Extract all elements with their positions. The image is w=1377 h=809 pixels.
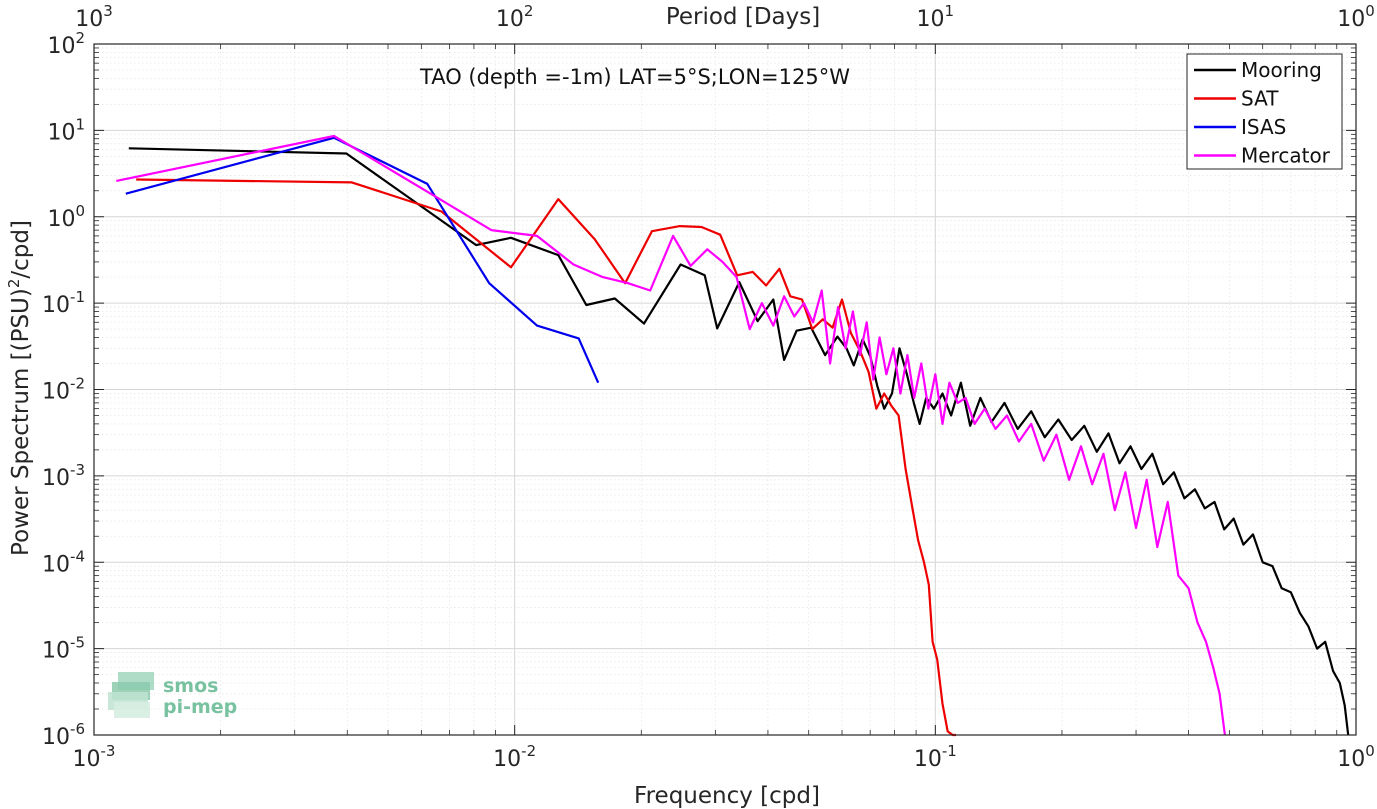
y-axis-label-unit: /cpd] xyxy=(8,220,34,279)
series-line-isas xyxy=(125,136,600,384)
x-tick-label: 10-2 xyxy=(493,742,536,772)
y-tick-label-exp: -4 xyxy=(70,547,85,565)
y-tick-label: 10-3 xyxy=(42,461,85,491)
y-tick-label-exp: -3 xyxy=(70,461,85,479)
x-tick-label-base: 10 xyxy=(73,747,101,772)
legend-box xyxy=(1186,53,1343,170)
series-line-sat xyxy=(136,178,956,737)
y-tick-label: 10-4 xyxy=(42,547,85,577)
x-tick-label-exp: -3 xyxy=(101,742,116,760)
y-tick-label: 10-6 xyxy=(42,720,85,750)
y-tick-label: 102 xyxy=(47,29,85,59)
legend-label-mooring: Mooring xyxy=(1241,58,1322,82)
logo-text-pi-mep: pi-mep xyxy=(163,696,237,718)
y-tick-label-base: 10 xyxy=(42,380,70,405)
y-tick-label: 101 xyxy=(47,115,85,145)
y-tick-label-base: 10 xyxy=(42,725,70,750)
top-tick-label-base: 10 xyxy=(496,7,524,32)
y-tick-label-base: 10 xyxy=(47,207,75,232)
y-tick-label: 10-1 xyxy=(42,288,85,318)
top-tick-label: 102 xyxy=(496,2,534,32)
x-tick-label: 100 xyxy=(1337,742,1375,772)
top-tick-label: 100 xyxy=(1337,2,1375,32)
chart-title: TAO (depth =-1m) LAT=5°S;LON=125°W xyxy=(419,65,850,89)
y-tick-label-exp: 2 xyxy=(75,29,85,47)
y-tick-label-base: 10 xyxy=(42,639,70,664)
x-tick-label: 10-1 xyxy=(914,742,957,772)
legend-label-mercator: Mercator xyxy=(1241,144,1331,168)
x-tick-label-exp: -1 xyxy=(942,742,957,760)
smos-pi-mep-logo: smos pi-mep xyxy=(108,672,237,718)
x-tick-label-exp: -2 xyxy=(521,742,536,760)
y-tick-label-exp: 1 xyxy=(75,115,85,133)
y-tick-label-exp: -6 xyxy=(70,720,85,738)
legend: Mooring SAT ISAS Mercator xyxy=(1186,53,1343,170)
top-tick-label: 103 xyxy=(75,2,113,32)
top-tick-label-exp: 0 xyxy=(1365,2,1375,20)
x-tick-label: 10-3 xyxy=(73,742,116,772)
y-tick-label-base: 10 xyxy=(42,466,70,491)
top-tick-label-exp: 2 xyxy=(524,2,534,20)
y-tick-label-base: 10 xyxy=(42,552,70,577)
y-axis-label-main: Power Spectrum [(PSU) xyxy=(8,288,34,556)
y-tick-label-exp: -1 xyxy=(70,288,85,306)
top-tick-label-base: 10 xyxy=(75,7,103,32)
y-tick-label-base: 10 xyxy=(47,34,75,59)
x-tick-label-exp: 0 xyxy=(1365,742,1375,760)
x-tick-label-base: 10 xyxy=(914,747,942,772)
series-line-mooring xyxy=(128,147,1350,736)
y-tick-label-exp: 0 xyxy=(75,202,85,220)
top-axis-label: Period [Days] xyxy=(666,4,820,30)
top-tick-label-base: 10 xyxy=(917,7,945,32)
series-layer xyxy=(116,134,1350,737)
x-tick-label-base: 10 xyxy=(1337,747,1365,772)
logo-layers-icon xyxy=(108,672,154,718)
top-tick-label-base: 10 xyxy=(1337,7,1365,32)
logo-text-smos: smos xyxy=(163,675,218,697)
y-tick-label: 10-2 xyxy=(42,375,85,405)
top-tick-label: 101 xyxy=(917,2,955,32)
top-tick-label-exp: 3 xyxy=(103,2,113,20)
series-line-mercator xyxy=(116,134,1226,736)
x-axis-label: Frequency [cpd] xyxy=(634,783,820,809)
legend-label-sat: SAT xyxy=(1241,87,1279,111)
x-tick-label-base: 10 xyxy=(493,747,521,772)
major-grid xyxy=(93,43,1357,736)
y-axis-label-exp: 2 xyxy=(5,279,23,289)
y-tick-label-base: 10 xyxy=(47,120,75,145)
y-tick-label: 100 xyxy=(47,202,85,232)
y-tick-label-base: 10 xyxy=(42,293,70,318)
y-tick-label: 10-5 xyxy=(42,634,85,664)
y-tick-label-exp: -5 xyxy=(70,634,85,652)
y-tick-label-exp: -2 xyxy=(70,375,85,393)
top-tick-label-exp: 1 xyxy=(945,2,955,20)
y-axis-label: Power Spectrum [(PSU)2/cpd] xyxy=(5,220,34,556)
legend-label-isas: ISAS xyxy=(1241,115,1286,139)
tick-marks xyxy=(93,43,1357,736)
